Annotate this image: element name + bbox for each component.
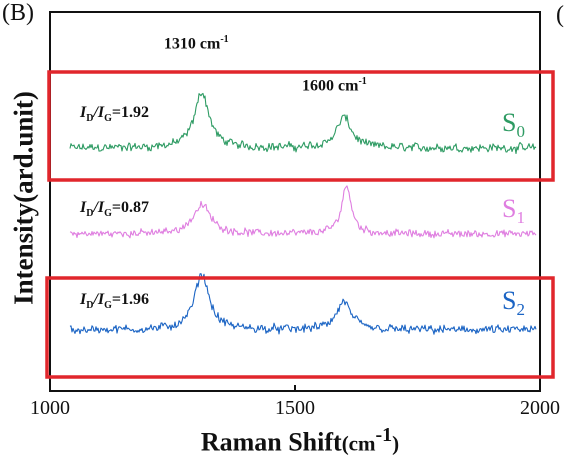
peak-annotation-1600: 1600 cm-1 — [302, 76, 367, 95]
highlight-box-s0 — [47, 70, 555, 182]
x-tick-label: 2000 — [520, 397, 560, 419]
x-tick-label: 1500 — [275, 397, 315, 419]
adjacent-panel-label-fragment: ( — [556, 2, 564, 28]
ratio-label-s0: ID/IG=1.92 — [80, 104, 150, 125]
peak-annotation-1310: 1310 cm-1 — [163, 34, 229, 53]
highlight-box-s2 — [45, 276, 555, 379]
ratio-label-s2: ID/IG=1.96 — [80, 291, 150, 312]
series-line-s2 — [69, 273, 537, 335]
x-axis-label: Raman Shift(cm-1) — [200, 424, 400, 457]
series-line-s1 — [69, 185, 537, 239]
x-tick-label: 1000 — [30, 397, 70, 419]
panel-label: (B) — [2, 0, 34, 26]
series-line-s0 — [69, 92, 537, 155]
ratio-label-s1: ID/IG=0.87 — [80, 199, 150, 220]
series-label-s1: S1 — [502, 194, 525, 228]
series-label-s0: S0 — [502, 108, 525, 142]
series-label-s2: S2 — [502, 286, 525, 320]
